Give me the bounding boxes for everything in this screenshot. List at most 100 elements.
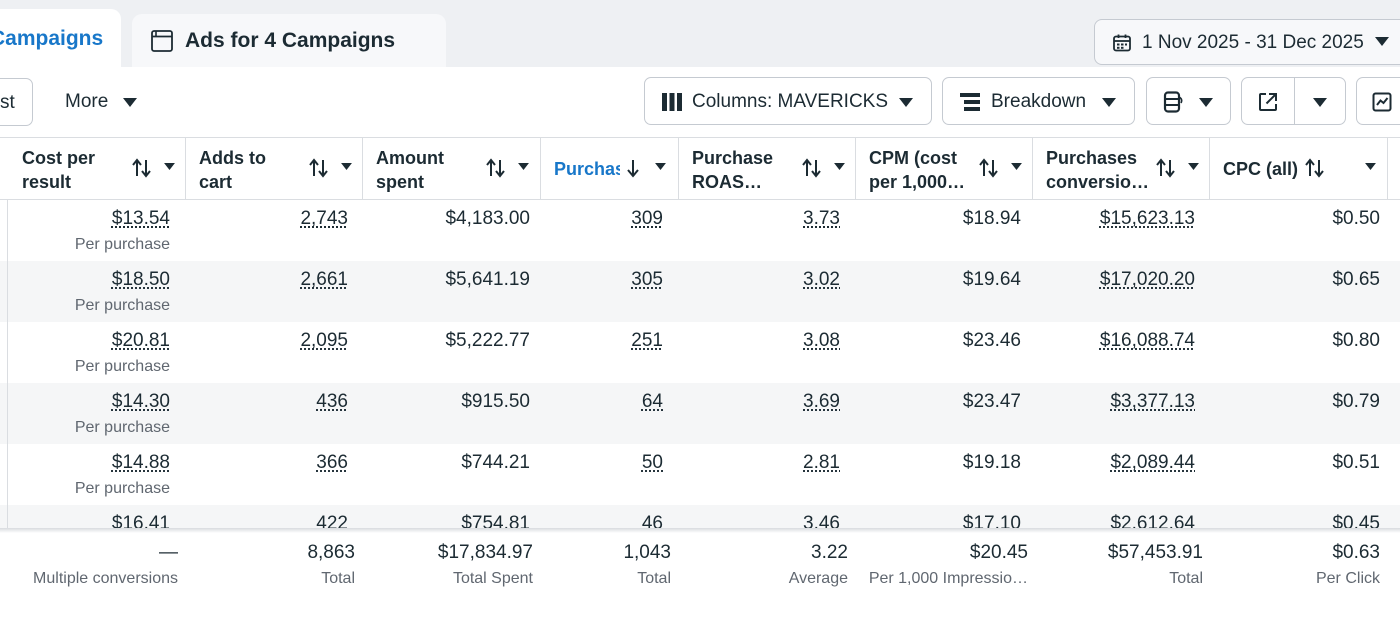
cell-cost-per-result[interactable]: $14.30: [112, 391, 170, 413]
cell-purchase-roas[interactable]: 2.81: [803, 452, 840, 474]
cell-purchases-conversion-value[interactable]: $3,377.13: [1110, 391, 1195, 413]
cell-purchases-conversion-value[interactable]: $2,089.44: [1110, 452, 1195, 474]
cell-adds-to-cart[interactable]: 2,661: [300, 269, 348, 291]
cell-adds-to-cart[interactable]: 2,743: [300, 208, 348, 230]
cell-cost-per-result[interactable]: $18.50: [112, 269, 170, 291]
breakdown-icon: [960, 93, 980, 116]
column-header-cpm[interactable]: CPM (cost per 1,000…: [856, 138, 1033, 200]
cell-value: 2,743: [300, 208, 348, 229]
cell-value: $15,623.13: [1100, 208, 1195, 229]
columns-button[interactable]: Columns: MAVERICKS: [644, 77, 932, 125]
chevron-down-icon[interactable]: [1313, 98, 1327, 107]
cell-adds-to-cart[interactable]: 366: [316, 452, 348, 474]
total-cpc-all: $0.63: [1332, 542, 1380, 564]
cell-purchases[interactable]: 64: [642, 391, 663, 413]
sort-icon[interactable]: [308, 158, 330, 183]
sort-desc-icon[interactable]: [625, 158, 641, 183]
result-type-label: Per purchase: [75, 419, 170, 437]
column-header-purchases-conversion-value[interactable]: Purchases conversio…: [1033, 138, 1210, 200]
cell-purchases[interactable]: 305: [631, 269, 663, 291]
table-row[interactable]: $16.41 422 $754.81 46 3.46 $17.10 $2,612.64 $0.…: [0, 505, 1400, 530]
chevron-down-icon[interactable]: [1011, 163, 1022, 170]
chevron-down-icon[interactable]: [655, 163, 666, 170]
cell-cpm: $19.18: [963, 452, 1021, 474]
tab-campaigns[interactable]: Campaigns: [0, 9, 121, 67]
date-range-picker[interactable]: 1 Nov 2025 - 31 Dec 2025: [1094, 19, 1400, 65]
divider: [7, 200, 8, 530]
export-button[interactable]: [1241, 77, 1346, 125]
table-row[interactable]: $20.81 2,095 $5,222.77 251 3.08 $23.46 $16,088…: [0, 322, 1400, 383]
cell-value: $744.21: [461, 452, 530, 473]
cell-value: $0.50: [1332, 208, 1380, 229]
table-row[interactable]: $13.54 2,743 $4,183.00 309 3.73 $18.94 $15,623…: [0, 200, 1400, 261]
cell-purchase-roas[interactable]: 3.02: [803, 269, 840, 291]
cell-value: $20.81: [112, 330, 170, 351]
tab-ads[interactable]: Ads for 4 Campaigns: [132, 14, 446, 67]
table-row[interactable]: $14.30 436 $915.50 64 3.69 $23.47 $3,377.13 $0.…: [0, 383, 1400, 444]
breakdown-button[interactable]: Breakdown: [942, 77, 1135, 125]
partial-button[interactable]: st: [0, 78, 33, 126]
cell-purchases-conversion-value[interactable]: $17,020.20: [1100, 269, 1195, 291]
total-amount-spent-label: Total Spent: [453, 570, 533, 588]
column-header-cpc-all[interactable]: CPC (all): [1210, 138, 1388, 200]
total-purchase-roas: 3.22: [811, 542, 848, 564]
table-row[interactable]: $14.88 366 $744.21 50 2.81 $19.18 $2,089.44 $0.…: [0, 444, 1400, 505]
table-totals-row: — Multiple conversions 8,863 Total $17,8…: [0, 533, 1400, 621]
column-header-purchases[interactable]: Purchas: [541, 138, 679, 200]
cell-purchases[interactable]: 50: [642, 452, 663, 474]
cell-purchase-roas[interactable]: 3.69: [803, 391, 840, 413]
cell-purchase-roas[interactable]: 3.73: [803, 208, 840, 230]
cell-value: $17,020.20: [1100, 269, 1195, 290]
column-header-amount-spent[interactable]: Amount spent: [363, 138, 541, 200]
cell-value: 2,661: [300, 269, 348, 290]
cell-value: 305: [631, 269, 663, 290]
chart-icon: [1372, 92, 1392, 117]
cell-cost-per-result[interactable]: $20.81: [112, 330, 170, 352]
more-button[interactable]: More: [52, 78, 152, 126]
chevron-down-icon[interactable]: [164, 163, 175, 170]
total-purchases-conversion-value-label: Total: [1169, 570, 1203, 588]
chevron-down-icon[interactable]: [341, 163, 352, 170]
cell-amount-spent: $5,641.19: [445, 269, 530, 291]
cell-cpc-all: $0.80: [1332, 330, 1380, 352]
cell-purchases-conversion-value[interactable]: $15,623.13: [1100, 208, 1195, 230]
cell-adds-to-cart[interactable]: 436: [316, 391, 348, 413]
chevron-down-icon[interactable]: [834, 163, 845, 170]
cell-value: 64: [642, 391, 663, 412]
total-purchases-label: Total: [637, 570, 671, 588]
cell-value: 2,095: [300, 330, 348, 351]
chevron-down-icon[interactable]: [1365, 163, 1376, 170]
total-cpm: $20.45: [970, 542, 1028, 564]
cell-value: $14.30: [112, 391, 170, 412]
column-header-adds-to-cart[interactable]: Adds to cart: [186, 138, 363, 200]
cell-purchases-conversion-value[interactable]: $16,088.74: [1100, 330, 1195, 352]
cell-cpm: $19.64: [963, 269, 1021, 291]
chart-button[interactable]: [1356, 77, 1400, 125]
cell-purchase-roas[interactable]: 3.08: [803, 330, 840, 352]
total-adds-to-cart: 8,863: [307, 542, 355, 564]
cell-cost-per-result[interactable]: $14.88: [112, 452, 170, 474]
sort-icon[interactable]: [978, 158, 1000, 183]
column-header-cost-per-result[interactable]: Cost per result: [9, 138, 186, 200]
cell-purchases[interactable]: 309: [631, 208, 663, 230]
sort-icon[interactable]: [1155, 158, 1177, 183]
chevron-down-icon[interactable]: [518, 163, 529, 170]
tab-bar: Campaigns Ads for 4 Campaigns 1 Nov 2025…: [0, 0, 1400, 67]
cell-value: $4,183.00: [445, 208, 530, 229]
sort-icon[interactable]: [1304, 158, 1326, 183]
sort-icon[interactable]: [801, 158, 823, 183]
cell-purchases[interactable]: 251: [631, 330, 663, 352]
tab-campaigns-label: Campaigns: [0, 27, 103, 51]
column-header-purchase-roas[interactable]: Purchase ROAS…: [679, 138, 856, 200]
result-type-label: Per purchase: [75, 297, 170, 315]
sort-icon[interactable]: [131, 158, 153, 183]
table-row[interactable]: $18.50 2,661 $5,641.19 305 3.02 $19.64 $17,020…: [0, 261, 1400, 322]
reports-button[interactable]: [1146, 77, 1231, 125]
sort-icon[interactable]: [485, 158, 507, 183]
chevron-down-icon[interactable]: [1188, 163, 1199, 170]
cell-value: $0.79: [1332, 391, 1380, 412]
column-label: Purchases conversio…: [1046, 146, 1149, 194]
cell-cost-per-result[interactable]: $13.54: [112, 208, 170, 230]
cell-cpc-all: $0.79: [1332, 391, 1380, 413]
cell-adds-to-cart[interactable]: 2,095: [300, 330, 348, 352]
